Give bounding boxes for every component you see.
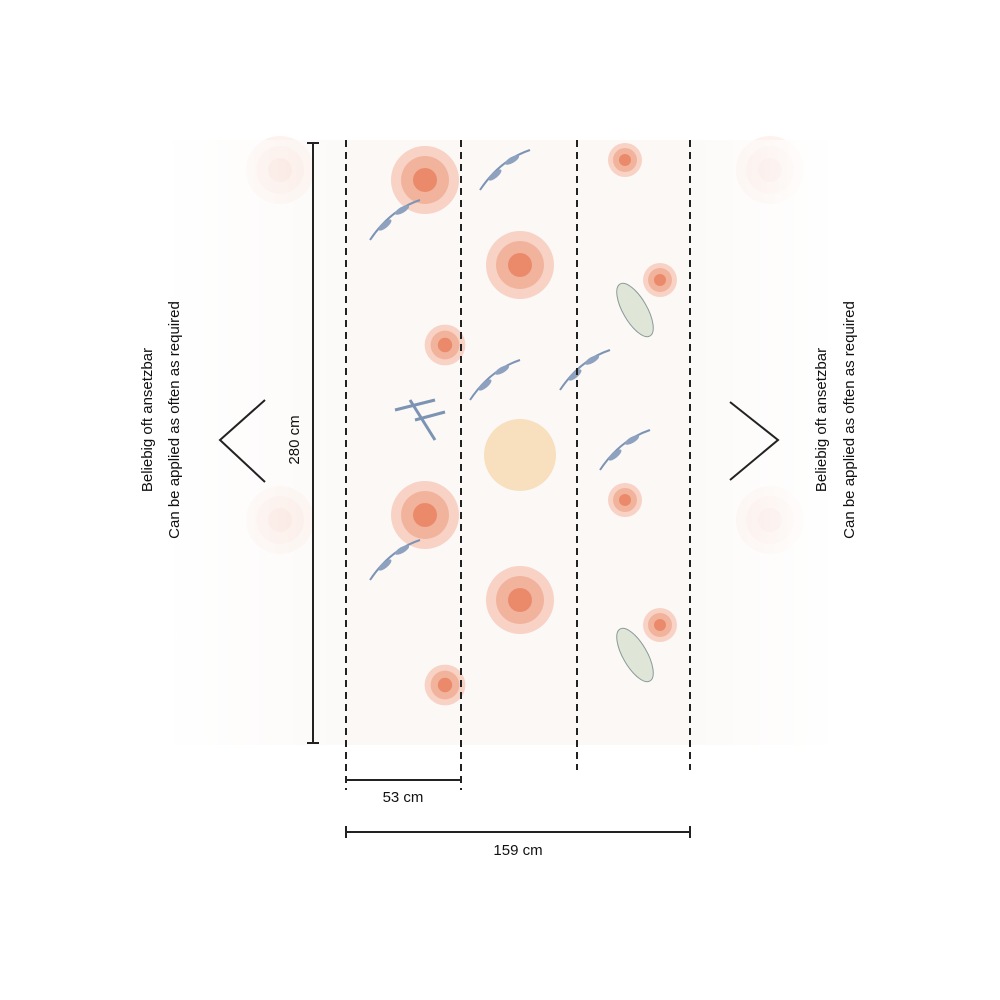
total-width-dimension: 159 cm	[345, 826, 691, 859]
chevron-right	[729, 401, 780, 481]
height-label: 280 cm	[286, 415, 303, 464]
chevron-left	[218, 399, 266, 483]
wallpaper-art	[160, 136, 840, 745]
panel-lines	[345, 140, 691, 790]
left-note: Beliebig oft ansetzbar Can be applied as…	[139, 301, 266, 539]
height-dimension: 280 cm	[286, 142, 319, 744]
note-line: Beliebig oft ansetzbar	[813, 348, 830, 492]
note-line: Can be applied as often as required	[166, 301, 183, 539]
note-line: Beliebig oft ansetzbar	[139, 348, 156, 492]
note-line: Can be applied as often as required	[841, 301, 858, 539]
panel-width-dimension: 53 cm	[346, 779, 461, 806]
total-width-label: 159 cm	[493, 842, 542, 859]
panel-width-label: 53 cm	[383, 789, 424, 806]
right-note: Beliebig oft ansetzbar Can be applied as…	[729, 301, 858, 539]
